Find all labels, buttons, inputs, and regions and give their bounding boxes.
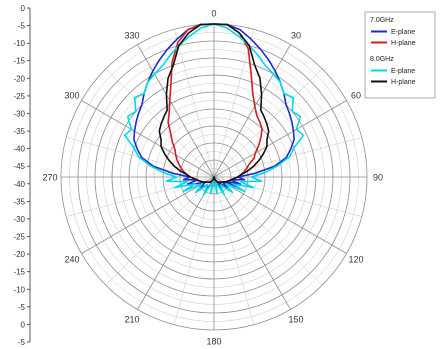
radial-tick-label: -40 [13,145,25,154]
grid-spoke [81,100,215,178]
grid-spoke [213,176,291,310]
legend: 7.0GHz E-plane H-plane 8.0GHz E-plane H-plane [364,11,436,99]
grid-spoke [174,176,215,325]
radial-tick-label: -35 [13,197,25,206]
angle-label: 210 [124,315,139,325]
angle-label: 30 [291,31,301,41]
radial-tick-label: -15 [13,57,25,66]
radial-tick-label: -20 [13,250,25,259]
radial-tick-label: -20 [13,74,25,83]
angle-label: 330 [124,31,139,41]
legend-group-title: 7.0GHz [370,17,394,24]
radial-tick-label: -10 [13,285,25,294]
angle-label: 150 [288,315,303,325]
radial-tick-label: -45 [13,162,25,171]
legend-group-title: 8.0GHz [370,56,394,63]
angle-label: 60 [351,91,361,101]
grid-spoke [213,44,291,178]
radial-tick-label: -25 [13,92,25,101]
legend-entry-label: E-plane [391,29,415,36]
legend-entry-label: E-plane [391,68,415,75]
radial-axis: 0 -5 -10 -15 -20 -25 -30 -35 -40 -45 -40 -35 -30 -25 -… [13,4,31,347]
radial-tick-label: -5 [18,338,26,347]
radial-tick-label: 0 [21,320,26,329]
grid-spoke [137,44,215,178]
radial-tick-label: 0 [21,4,26,13]
radial-tick-label: -40 [13,180,25,189]
grid-spoke [105,68,215,178]
angle-label: 240 [64,255,79,265]
radial-tick-label: -25 [13,233,25,242]
radial-tick-label: -30 [13,110,25,119]
radial-tick-label: -30 [13,215,25,224]
radial-tick-label: -35 [13,127,25,136]
angle-labels: 0 30 60 90 120 150 180 210 240 270 300 330 [42,9,383,347]
legend-entry-label: H-plane [391,40,416,47]
angle-label: 180 [206,337,221,347]
radial-tick-label: -10 [13,39,25,48]
grid-spoke [213,176,254,325]
grid-spoke [213,68,323,178]
radial-tick-label: -5 [18,303,26,312]
grid-spoke [213,176,323,286]
angle-label: 270 [42,173,57,183]
legend-entry-label: H-plane [391,79,416,86]
series-line [158,23,270,184]
angle-label: 90 [373,173,383,183]
grid-spoke [137,176,215,310]
pattern-curves [123,23,305,196]
polar-grid [60,23,368,331]
series-line [167,23,263,185]
grid-spoke [213,100,347,178]
grid-spoke [81,176,215,254]
grid-spoke [105,176,215,286]
grid-spoke [213,29,254,178]
grid-spoke [213,176,347,254]
angle-label: 0 [211,9,216,19]
angle-label: 300 [64,91,79,101]
angle-label: 120 [348,255,363,265]
grid-spoke [174,29,215,178]
radial-tick-label: -5 [18,22,26,31]
radial-tick-label: -15 [13,268,25,277]
legend-box [364,11,436,99]
